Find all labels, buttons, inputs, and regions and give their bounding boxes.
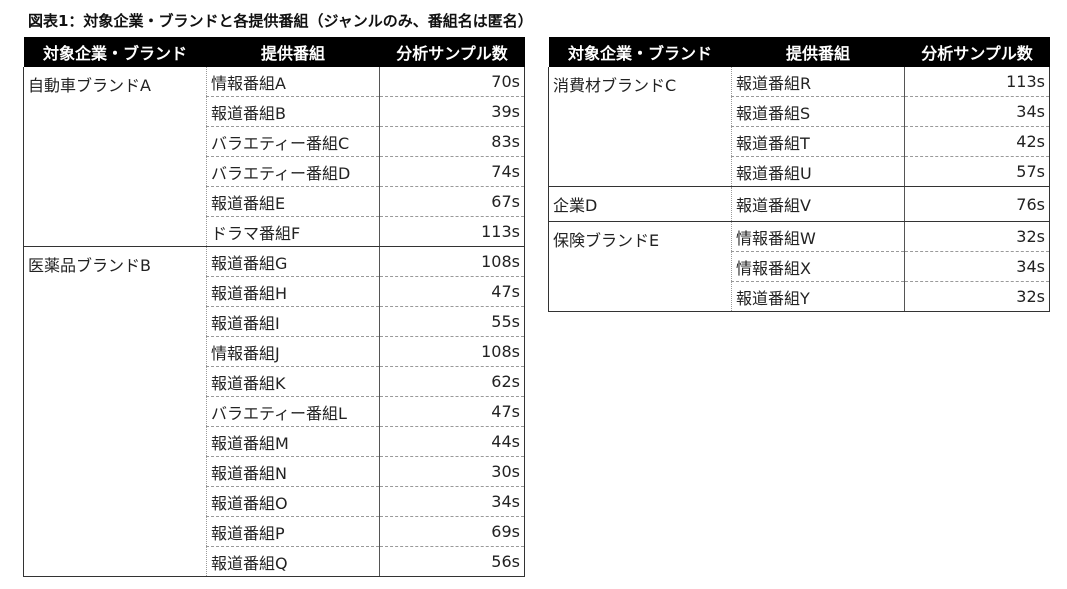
sample-count-cell: 39s (379, 96, 525, 127)
sample-count-cell: 76s (904, 186, 1050, 222)
program-cell: 情報番組W (731, 221, 905, 252)
program-cell: ドラマ番組F (206, 216, 380, 247)
table-row: 報道番組N 30s (24, 456, 525, 487)
table-row: 報道番組T 42s (549, 126, 1050, 157)
program-cell: 報道番組E (206, 186, 380, 217)
table-row: 保険ブランドE 情報番組W 32s (548, 221, 1050, 312)
program-cell: 報道番組U (731, 156, 905, 187)
program-cell: 報道番組T (731, 126, 905, 157)
table-row: 自動車ブランドA 情報番組A 70s (23, 67, 525, 247)
program-cell: 報道番組I (206, 306, 380, 337)
sample-count-cell: 47s (379, 276, 525, 307)
table-row: 報道番組U 57s (549, 156, 1050, 187)
program-cell: 報道番組K (206, 366, 380, 397)
sample-count-cell: 113s (904, 67, 1050, 97)
table-row: 報道番組E 67s (24, 186, 525, 217)
sample-count-cell: 44s (379, 426, 525, 457)
table-row: ドラマ番組F 113s (24, 216, 525, 247)
sample-count-cell: 32s (904, 221, 1050, 252)
program-cell: バラエティー番組D (206, 156, 380, 187)
table-row: 報道番組Y 32s (549, 281, 1050, 312)
table-row: バラエティー番組L 47s (24, 396, 525, 427)
brand-cell: 自動車ブランドA (23, 67, 207, 247)
table-row: バラエティー番組C 83s (24, 126, 525, 157)
sample-count-cell: 55s (379, 306, 525, 337)
brand-cell: 消費材ブランドC (548, 67, 732, 187)
sample-count-cell: 47s (379, 396, 525, 427)
sample-count-cell: 108s (379, 336, 525, 367)
table-row: 情報番組X 34s (549, 251, 1050, 282)
program-cell: 報道番組Q (206, 546, 380, 577)
sample-count-cell: 69s (379, 516, 525, 547)
program-cell: 報道番組H (206, 276, 380, 307)
header-samples: 分析サンプル数 (379, 37, 525, 67)
program-cell: バラエティー番組L (206, 396, 380, 427)
header-program: 提供番組 (206, 37, 380, 67)
header-samples: 分析サンプル数 (904, 37, 1050, 67)
program-cell: 情報番組X (731, 251, 905, 282)
page-title: 図表1：対象企業・ブランドと各提供番組（ジャンルのみ、番組名は匿名） (28, 12, 533, 30)
brand-cell: 医薬品ブランドB (23, 246, 207, 577)
sponsor-table-left: 対象企業・ブランド 提供番組 分析サンプル数 自動車ブランドA 情報番組A 70s 報… (23, 37, 525, 577)
table-row: 情報番組J 108s (24, 336, 525, 367)
table-row: 報道番組H 47s (24, 276, 525, 307)
sample-count-cell: 83s (379, 126, 525, 157)
sample-count-cell: 30s (379, 456, 525, 487)
program-cell: 報道番組R (731, 67, 905, 97)
sample-count-cell: 62s (379, 366, 525, 397)
program-cell: 情報番組A (206, 67, 380, 97)
table-row: 医薬品ブランドB 報道番組G 108s (23, 246, 525, 577)
header-brand: 対象企業・ブランド (23, 37, 207, 67)
table-row: 報道番組B 39s (24, 96, 525, 127)
table-body: 自動車ブランドA 情報番組A 70s 報道番組B 39s バラエティー番組C 83s バラエテ… (23, 67, 525, 577)
sample-count-cell: 34s (904, 251, 1050, 282)
program-cell: 報道番組B (206, 96, 380, 127)
table-row: 報道番組M 44s (24, 426, 525, 457)
header-brand: 対象企業・ブランド (548, 37, 732, 67)
table-row: 報道番組I 55s (24, 306, 525, 337)
sample-count-cell: 32s (904, 281, 1050, 312)
brand-cell: 保険ブランドE (548, 221, 732, 312)
sample-count-cell: 57s (904, 156, 1050, 187)
table-row: 消費材ブランドC 報道番組R 113s (548, 67, 1050, 187)
sample-count-cell: 34s (904, 96, 1050, 127)
table-row: 報道番組K 62s (24, 366, 525, 397)
program-cell: 情報番組J (206, 336, 380, 367)
program-cell: 報道番組N (206, 456, 380, 487)
sample-count-cell: 67s (379, 186, 525, 217)
sponsor-table-right: 対象企業・ブランド 提供番組 分析サンプル数 消費材ブランドC 報道番組R 113s… (548, 37, 1050, 312)
sample-count-cell: 108s (379, 246, 525, 277)
program-cell: 報道番組S (731, 96, 905, 127)
table-row: 報道番組Q 56s (24, 546, 525, 577)
sample-count-cell: 56s (379, 546, 525, 577)
header-row: 対象企業・ブランド 提供番組 分析サンプル数 (548, 37, 1050, 67)
sample-count-cell: 34s (379, 486, 525, 517)
table-body: 消費材ブランドC 報道番組R 113s 報道番組S 34s 報道番組T 42s 報道番組U 57… (548, 67, 1050, 312)
program-cell: 報道番組O (206, 486, 380, 517)
header-program: 提供番組 (731, 37, 905, 67)
sample-count-cell: 42s (904, 126, 1050, 157)
program-cell: バラエティー番組C (206, 126, 380, 157)
table-row: バラエティー番組D 74s (24, 156, 525, 187)
program-cell: 報道番組M (206, 426, 380, 457)
sample-count-cell: 70s (379, 67, 525, 97)
sample-count-cell: 74s (379, 156, 525, 187)
table-row: 報道番組O 34s (24, 486, 525, 517)
table-row: 報道番組S 34s (549, 96, 1050, 127)
program-cell: 報道番組G (206, 246, 380, 277)
program-cell: 報道番組P (206, 516, 380, 547)
program-cell: 報道番組Y (731, 281, 905, 312)
table-row: 企業D 報道番組V 76s (548, 186, 1050, 222)
program-cell: 報道番組V (731, 186, 905, 222)
table-row: 報道番組P 69s (24, 516, 525, 547)
brand-cell: 企業D (548, 186, 732, 222)
header-row: 対象企業・ブランド 提供番組 分析サンプル数 (23, 37, 525, 67)
sample-count-cell: 113s (379, 216, 525, 247)
